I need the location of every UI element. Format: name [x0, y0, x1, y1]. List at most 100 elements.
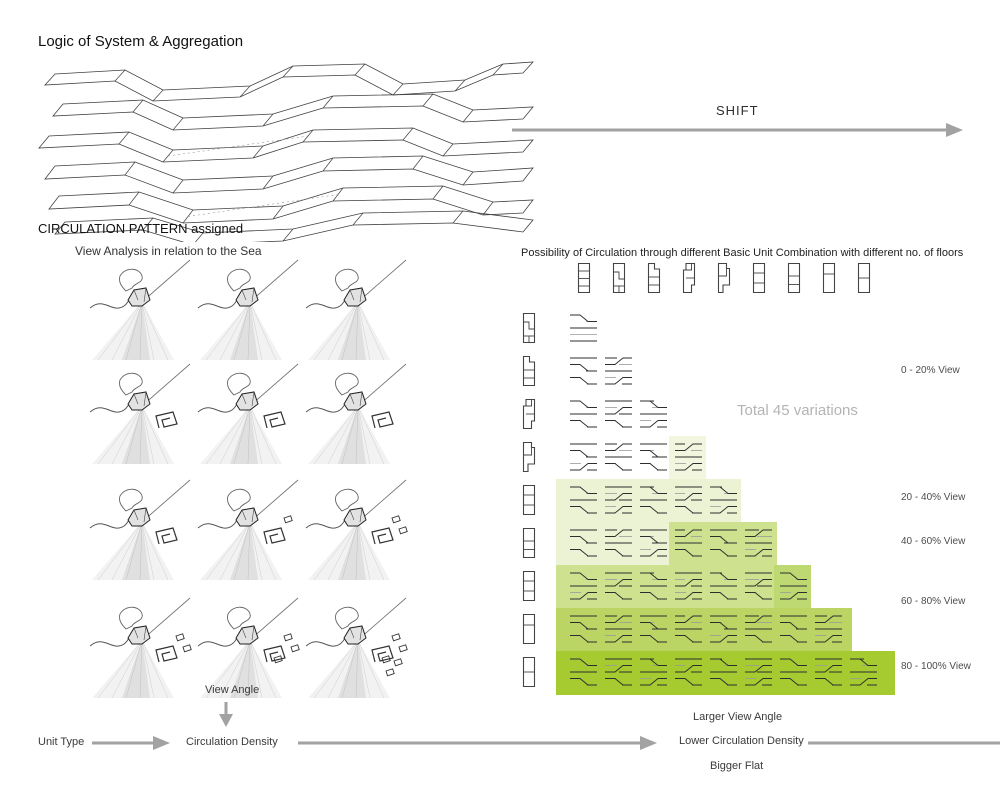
unit-4-zigzag-icon — [612, 262, 626, 294]
circulation-density-arrow — [298, 736, 657, 750]
scattered-unit — [398, 644, 408, 653]
view-range-label: 80 - 100% View — [901, 661, 971, 672]
unit-4-zigzag-icon — [522, 312, 536, 344]
matrix-heading: Possibility of Circulation through diffe… — [521, 247, 964, 259]
unit-step-left-icon — [522, 398, 536, 430]
unit-step-right-icon — [522, 441, 536, 473]
shading-band — [774, 565, 811, 609]
matrix-cell — [603, 527, 634, 560]
unit-3-even-icon — [752, 262, 766, 294]
view-analysis-sketch — [302, 256, 414, 361]
view-analysis-subheading: View Analysis in relation to the Sea — [75, 244, 262, 258]
matrix-cell — [638, 398, 669, 431]
view-range-label: 20 - 40% View — [901, 492, 966, 503]
hook-building — [263, 645, 286, 663]
matrix-cell — [603, 398, 634, 431]
sea-line — [250, 259, 299, 302]
scattered-unit — [391, 515, 401, 524]
matrix-cell — [568, 570, 599, 603]
scattered-unit — [381, 655, 391, 664]
matrix-cell — [708, 484, 739, 517]
terrain-lobe — [227, 372, 251, 396]
unit-2-high-icon — [522, 613, 536, 645]
matrix-cell — [568, 527, 599, 560]
shift-arrow — [512, 123, 963, 137]
view-analysis-sketch — [86, 476, 198, 581]
shading-band — [556, 479, 741, 523]
scattered-unit — [393, 658, 403, 667]
view-analysis-sketch — [86, 594, 198, 699]
view-analysis-sketch — [302, 594, 414, 699]
unit-2-even-icon — [857, 262, 871, 294]
sea-line — [358, 259, 407, 302]
matrix-cell — [743, 656, 774, 689]
matrix-cell — [568, 355, 599, 388]
scattered-unit — [385, 668, 395, 677]
matrix-cell — [778, 570, 809, 603]
aggregation-wireframe — [35, 52, 535, 242]
hook-building — [263, 527, 286, 545]
scattered-unit — [283, 515, 293, 524]
matrix-cell — [603, 570, 634, 603]
unit-2-high-icon — [822, 262, 836, 294]
scattered-unit — [175, 633, 185, 642]
hook-building — [155, 645, 178, 663]
matrix-cell — [638, 484, 669, 517]
sea-line — [250, 363, 299, 406]
matrix-cell — [638, 570, 669, 603]
wireframe-ribbon — [44, 155, 534, 194]
larger-view-angle-label: Larger View Angle — [693, 711, 783, 723]
view-analysis-sketch — [86, 256, 198, 361]
shading-band — [669, 522, 777, 566]
matrix-cell — [708, 570, 739, 603]
hook-building — [371, 645, 394, 663]
wireframe-ribbon — [48, 185, 534, 224]
matrix-cell — [638, 527, 669, 560]
hook-building — [371, 411, 394, 429]
matrix-cell — [708, 613, 739, 646]
shading-band — [669, 436, 706, 480]
matrix-cell — [673, 613, 704, 646]
sea-line — [142, 259, 191, 302]
bigger-flat-label: Bigger Flat — [710, 760, 764, 772]
terrain-lobe — [335, 606, 359, 630]
sea-line — [142, 363, 191, 406]
matrix-cell — [603, 613, 634, 646]
sea-line — [250, 597, 299, 640]
view-range-label: 40 - 60% View — [901, 536, 966, 547]
view-angle-arrow — [219, 702, 233, 727]
matrix-cell — [673, 441, 704, 474]
matrix-cell — [568, 613, 599, 646]
matrix-cell — [848, 656, 879, 689]
shading-band — [556, 608, 852, 652]
matrix-cell — [673, 527, 704, 560]
sea-line — [142, 479, 191, 522]
unit-3-even-icon — [522, 484, 536, 516]
shift-label: SHIFT — [716, 103, 759, 118]
view-analysis-sketch — [194, 476, 306, 581]
unit-3-low-icon — [787, 262, 801, 294]
circulation-heading: CIRCULATION PATTERN assigned — [38, 221, 244, 236]
view-range-label: 60 - 80% View — [901, 596, 966, 607]
matrix-cell — [603, 484, 634, 517]
matrix-cell — [743, 613, 774, 646]
unit-2-even-icon — [522, 656, 536, 688]
total-variations-label: Total 45 variations — [737, 402, 858, 419]
matrix-cell — [603, 441, 634, 474]
view-analysis-sketch — [302, 360, 414, 465]
wireframe-ribbon — [44, 61, 534, 102]
view-analysis-sketch — [194, 594, 306, 699]
unit-3-low-icon — [522, 527, 536, 559]
shading-band — [556, 522, 673, 566]
view-analysis-sketch — [302, 476, 414, 581]
matrix-cell — [568, 484, 599, 517]
matrix-cell — [638, 441, 669, 474]
view-angle-label: View Angle — [205, 684, 260, 696]
matrix-cell — [568, 656, 599, 689]
shading-band — [556, 651, 895, 695]
matrix-cell — [813, 613, 844, 646]
matrix-cell — [708, 656, 739, 689]
shading-band — [556, 565, 778, 609]
